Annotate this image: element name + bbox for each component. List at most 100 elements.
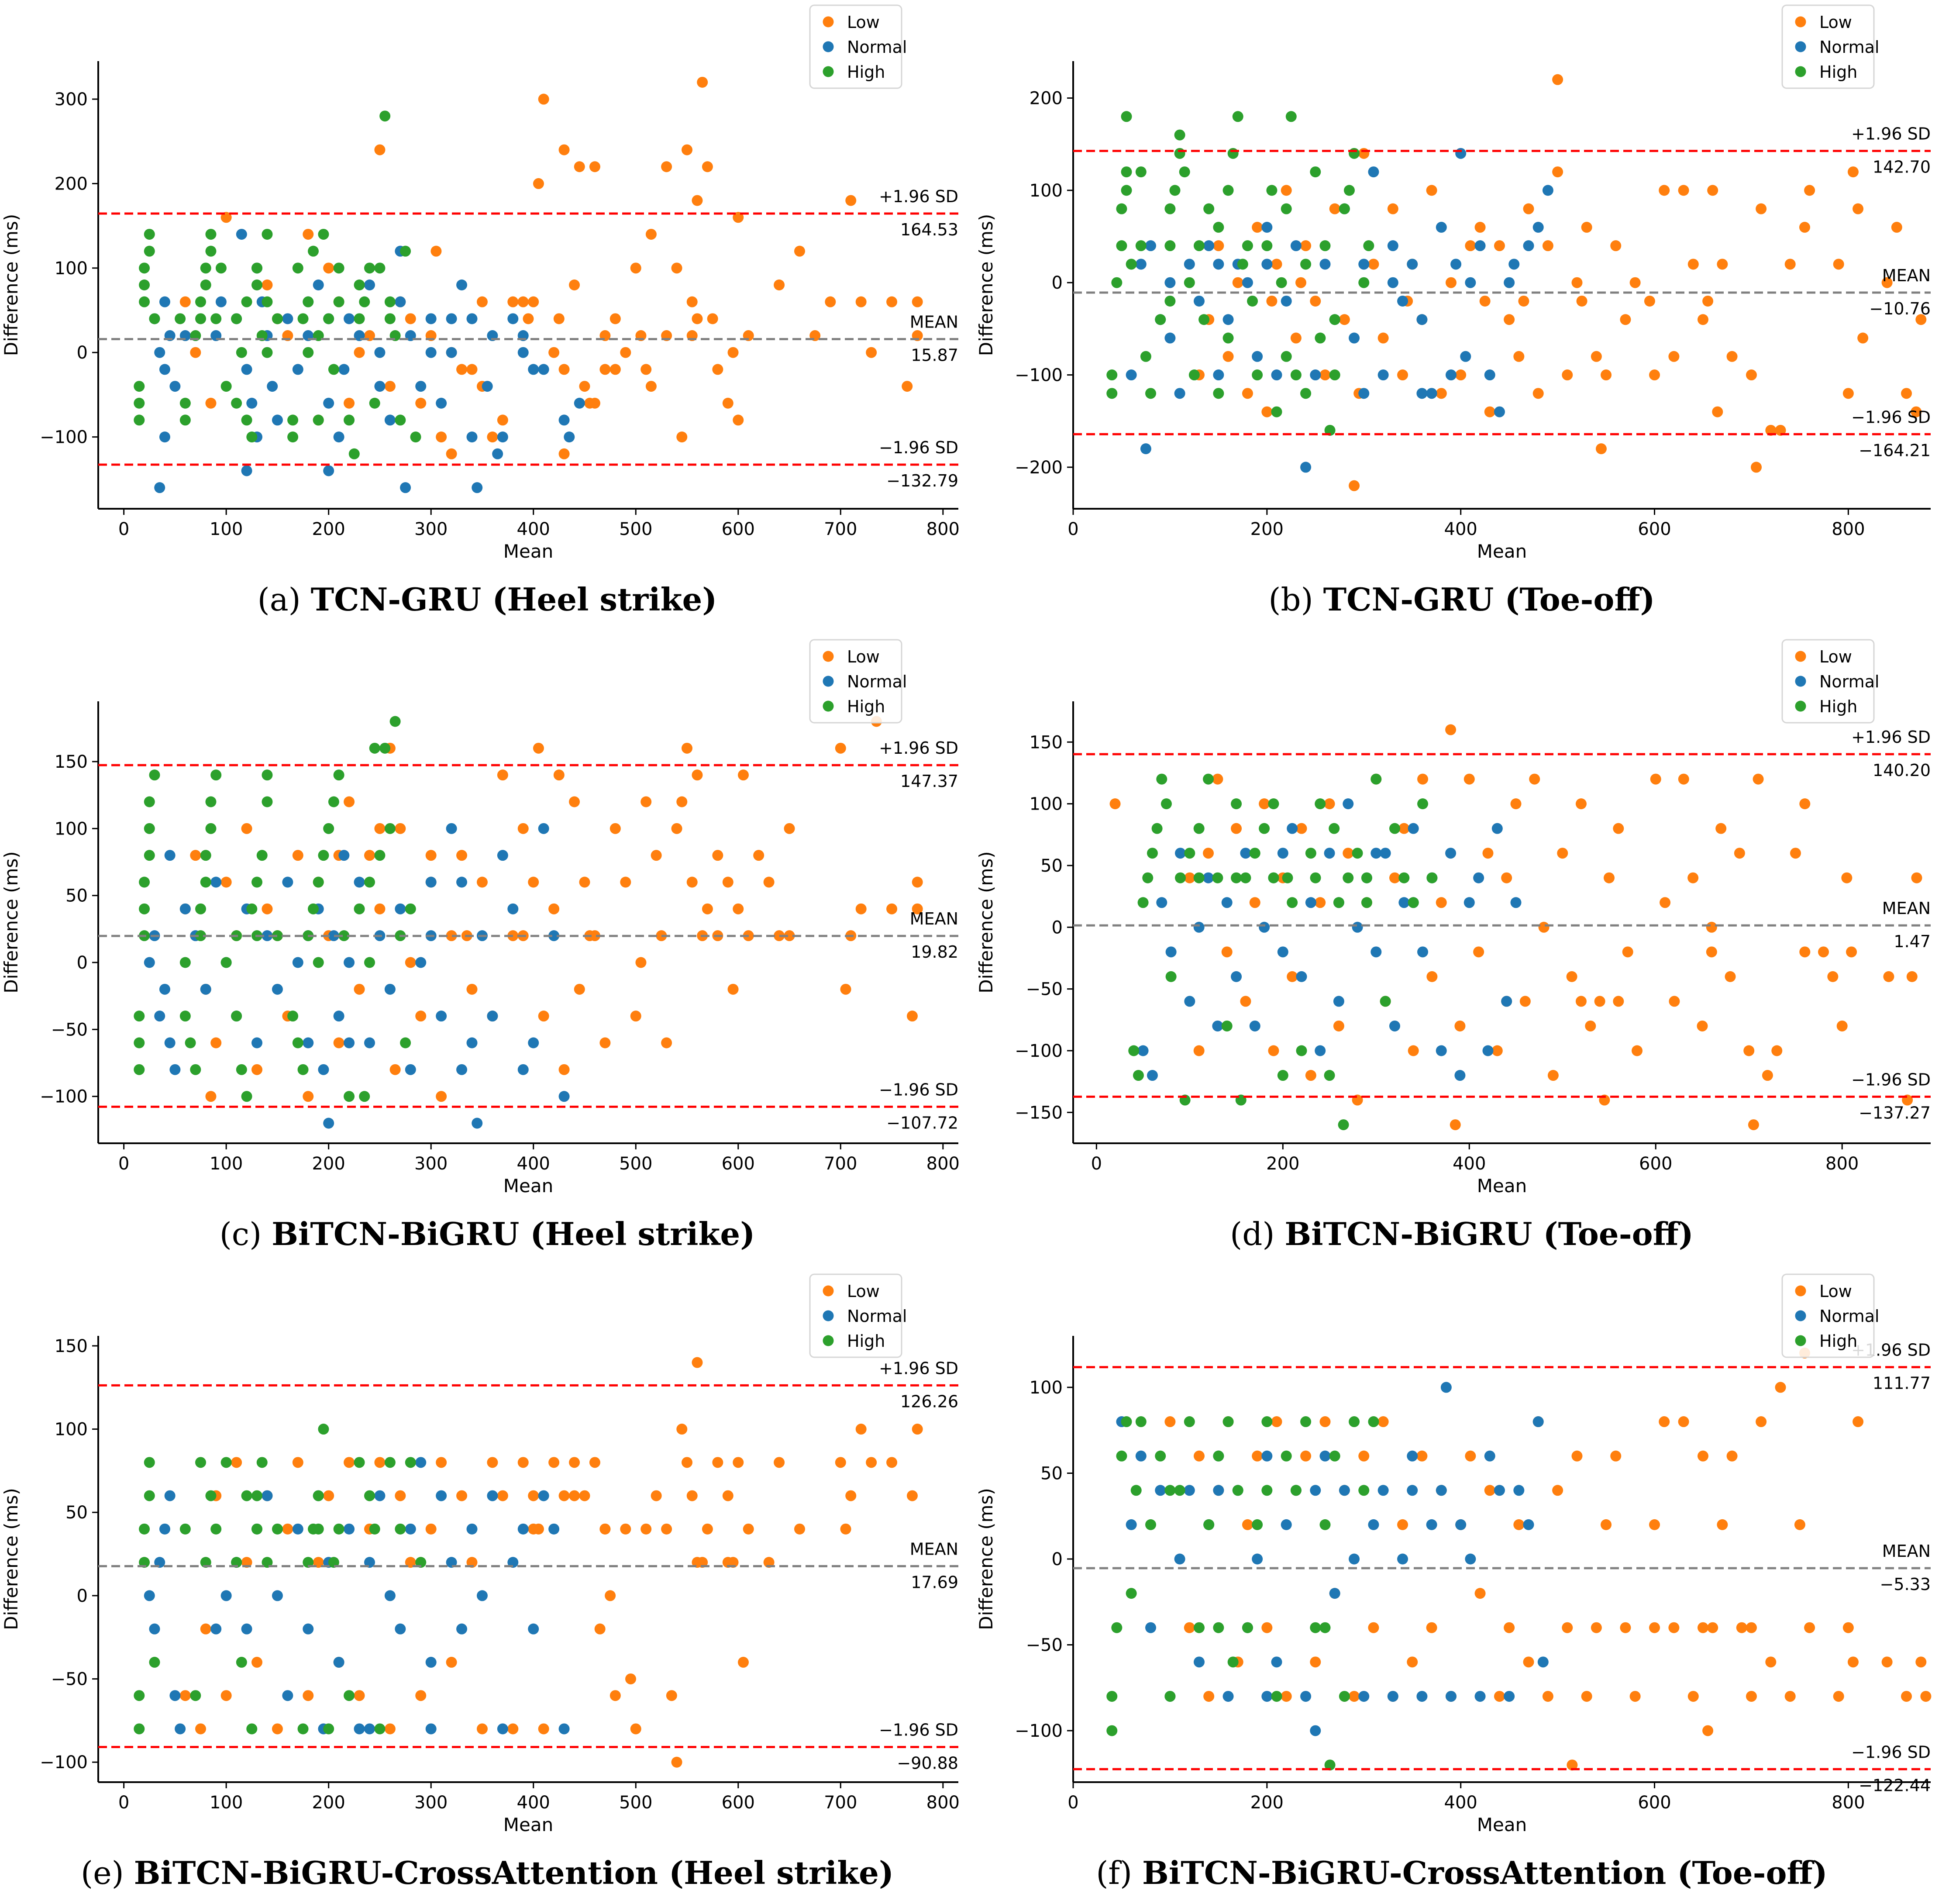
point-low [1529, 773, 1540, 785]
y-tick-label: 150 [55, 1336, 88, 1356]
point-high [384, 823, 396, 834]
point-low [1751, 462, 1762, 473]
point-high [1231, 872, 1242, 883]
point-low [374, 1457, 386, 1468]
point-low [692, 1557, 703, 1568]
point-low [743, 1523, 754, 1535]
point-normal [267, 381, 278, 392]
point-low [538, 93, 549, 105]
point-high [1106, 1690, 1118, 1702]
x-tick-label: 600 [722, 1154, 755, 1174]
point-normal [400, 482, 411, 493]
point-normal [384, 414, 396, 426]
point-high [205, 228, 217, 240]
point-high [241, 414, 252, 426]
y-tick-label: 100 [1030, 181, 1063, 201]
point-normal [1174, 388, 1185, 399]
legend-box [809, 4, 902, 89]
point-high [1329, 369, 1340, 381]
point-normal [436, 1011, 447, 1022]
point-high [1368, 1416, 1379, 1428]
y-tick-label: −100 [1015, 1721, 1063, 1741]
point-high [1135, 1416, 1147, 1428]
point-normal [241, 364, 252, 375]
point-low [1557, 848, 1568, 859]
panel-b: 0 200 400 600 800 −200 −100 0 100 200 Mean Differen… [974, 0, 1949, 635]
x-tick-label: 400 [517, 1154, 550, 1174]
point-normal [154, 1557, 165, 1568]
point-low [210, 1037, 222, 1049]
point-high [262, 296, 273, 307]
point-low [866, 1457, 877, 1468]
point-low [251, 1656, 263, 1668]
point-normal [1213, 369, 1224, 381]
point-high [1315, 798, 1326, 810]
point-low [1697, 314, 1708, 325]
point-low [446, 448, 457, 459]
point-low [507, 1723, 519, 1735]
point-low [548, 347, 560, 358]
point-low [1678, 185, 1689, 196]
point-low [1915, 314, 1927, 325]
point-low [630, 1011, 641, 1022]
point-normal [446, 313, 457, 324]
point-low [1484, 406, 1495, 417]
point-low [1287, 971, 1298, 982]
point-normal [548, 930, 560, 942]
point-low [1717, 1519, 1728, 1530]
point-normal [344, 1523, 355, 1535]
point-low [374, 823, 386, 834]
point-high [1305, 848, 1316, 859]
point-high [344, 1690, 355, 1701]
point-low [835, 1457, 846, 1468]
point-low [1397, 369, 1408, 381]
point-low [594, 1623, 606, 1635]
point-low [574, 161, 585, 172]
point-low [220, 212, 232, 223]
point-normal [303, 1037, 314, 1049]
mean-label: MEAN [1882, 1542, 1931, 1561]
point-high [1188, 369, 1200, 381]
point-low [1857, 332, 1869, 344]
point-high [354, 279, 365, 290]
point-low [1349, 1690, 1360, 1702]
legend-label-low: Low [1819, 13, 1852, 32]
point-low [784, 930, 795, 942]
point-high [1142, 872, 1154, 883]
point-high [1147, 848, 1158, 859]
point-low [671, 262, 682, 274]
point-high [185, 1037, 196, 1049]
point-low [1604, 872, 1615, 883]
point-normal [1193, 921, 1205, 933]
lower-limit-label: −1.96 SD [879, 1720, 958, 1739]
point-low [651, 1490, 662, 1501]
point-low [702, 161, 713, 172]
point-low [1542, 240, 1553, 252]
point-low [1753, 773, 1764, 785]
point-normal [1135, 1450, 1147, 1462]
point-low [902, 381, 913, 392]
point-low [1387, 203, 1398, 214]
legend-label-low: Low [847, 647, 880, 666]
point-low [456, 850, 468, 861]
point-high [179, 957, 191, 968]
point-low [415, 1011, 427, 1022]
x-tick-label: 0 [1067, 1793, 1078, 1813]
chart-e: 0 100 200 300 400 500 600 700 800 −100 −50 0 50 100 15… [0, 1273, 960, 1835]
mean-label: MEAN [910, 1539, 958, 1559]
point-low [599, 1523, 611, 1535]
point-normal [1147, 1070, 1158, 1081]
point-high [354, 903, 365, 914]
point-low [538, 1011, 549, 1022]
point-low [558, 1490, 570, 1501]
point-high [333, 296, 344, 307]
point-low [1678, 1416, 1689, 1428]
point-high [1164, 1690, 1176, 1702]
point-low [1833, 1690, 1844, 1702]
point-low [1794, 1519, 1805, 1530]
point-low [1659, 185, 1670, 196]
point-low [558, 1064, 570, 1075]
point-low [1804, 1622, 1815, 1633]
legend-label-low: Low [847, 1282, 880, 1301]
point-high [292, 262, 303, 274]
